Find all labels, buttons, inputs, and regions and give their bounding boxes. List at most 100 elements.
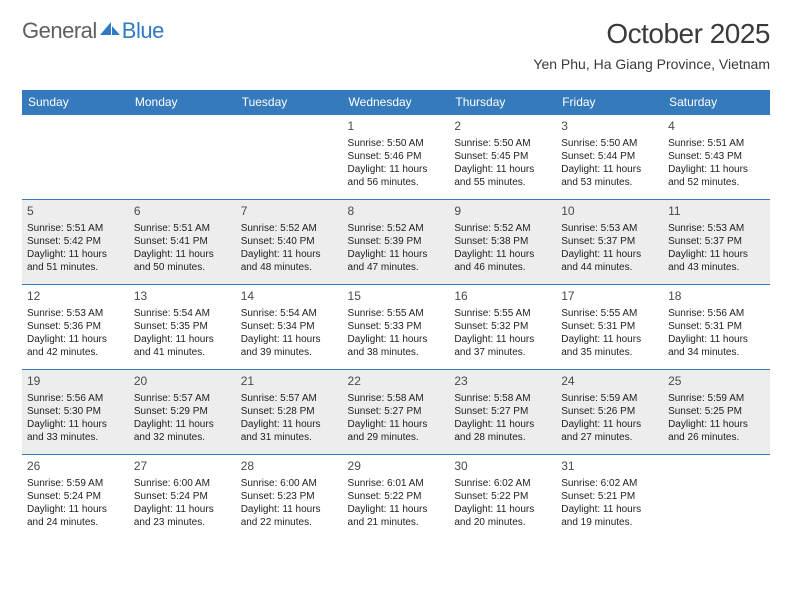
day-number: 24	[561, 374, 658, 390]
sunrise-text: Sunrise: 5:52 AM	[348, 222, 445, 235]
day-cell: 19Sunrise: 5:56 AMSunset: 5:30 PMDayligh…	[22, 370, 129, 455]
sunrise-text: Sunrise: 5:57 AM	[241, 392, 338, 405]
calendar-week: 1Sunrise: 5:50 AMSunset: 5:46 PMDaylight…	[22, 115, 770, 200]
sunrise-text: Sunrise: 5:58 AM	[454, 392, 551, 405]
month-title: October 2025	[533, 18, 770, 50]
sunrise-text: Sunrise: 5:51 AM	[668, 137, 765, 150]
calendar-week: 26Sunrise: 5:59 AMSunset: 5:24 PMDayligh…	[22, 455, 770, 541]
sunrise-text: Sunrise: 5:57 AM	[134, 392, 231, 405]
daylight-text: Daylight: 11 hours and 56 minutes.	[348, 163, 445, 189]
day-header: Sunday	[22, 90, 129, 115]
sunrise-text: Sunrise: 5:52 AM	[241, 222, 338, 235]
sunset-text: Sunset: 5:30 PM	[27, 405, 124, 418]
day-cell: 10Sunrise: 5:53 AMSunset: 5:37 PMDayligh…	[556, 200, 663, 285]
sunset-text: Sunset: 5:27 PM	[454, 405, 551, 418]
day-cell: 27 Sunrise: 6:00 AMSunset: 5:24 PMDayligh…	[129, 455, 236, 541]
sunset-text: Sunset: 5:24 PM	[134, 490, 231, 503]
sunrise-text: Sunrise: 5:52 AM	[454, 222, 551, 235]
sunset-text: Sunset: 5:32 PM	[454, 320, 551, 333]
day-number: 16	[454, 289, 551, 305]
daylight-text: Daylight: 11 hours and 31 minutes.	[241, 418, 338, 444]
sunset-text: Sunset: 5:44 PM	[561, 150, 658, 163]
day-cell: 24 Sunrise: 5:59 AMSunset: 5:26 PMDayligh…	[556, 370, 663, 455]
sunset-text: Sunset: 5:26 PM	[561, 405, 658, 418]
day-cell: 15Sunrise: 5:55 AMSunset: 5:33 PMDayligh…	[343, 285, 450, 370]
day-number: 31	[561, 459, 658, 475]
day-header: Tuesday	[236, 90, 343, 115]
logo-sail-icon	[99, 18, 121, 44]
calendar-week: 5Sunrise: 5:51 AMSunset: 5:42 PMDaylight…	[22, 200, 770, 285]
sunrise-text: Sunrise: 5:56 AM	[27, 392, 124, 405]
sunrise-text: Sunrise: 5:50 AM	[348, 137, 445, 150]
day-number: 17	[561, 289, 658, 305]
sunrise-text: Sunrise: 5:55 AM	[561, 307, 658, 320]
day-number: 11	[668, 204, 765, 220]
daylight-text: Daylight: 11 hours and 23 minutes.	[134, 503, 231, 529]
sunset-text: Sunset: 5:29 PM	[134, 405, 231, 418]
logo-text-gray: General	[22, 18, 97, 44]
daylight-text: Daylight: 11 hours and 27 minutes.	[561, 418, 658, 444]
sunrise-text: Sunrise: 6:00 AM	[241, 477, 338, 490]
sunset-text: Sunset: 5:22 PM	[348, 490, 445, 503]
calendar-week: 19Sunrise: 5:56 AMSunset: 5:30 PMDayligh…	[22, 370, 770, 455]
day-number: 4	[668, 119, 765, 135]
day-cell: 5Sunrise: 5:51 AMSunset: 5:42 PMDaylight…	[22, 200, 129, 285]
sunrise-text: Sunrise: 5:59 AM	[561, 392, 658, 405]
day-number: 26	[27, 459, 124, 475]
day-cell: 23Sunrise: 5:58 AMSunset: 5:27 PMDayligh…	[449, 370, 556, 455]
day-number: 20	[134, 374, 231, 390]
daylight-text: Daylight: 11 hours and 41 minutes.	[134, 333, 231, 359]
day-number: 10	[561, 204, 658, 220]
sunset-text: Sunset: 5:46 PM	[348, 150, 445, 163]
day-number: 8	[348, 204, 445, 220]
day-cell: 30Sunrise: 6:02 AMSunset: 5:22 PMDayligh…	[449, 455, 556, 541]
daylight-text: Daylight: 11 hours and 20 minutes.	[454, 503, 551, 529]
day-cell: 6Sunrise: 5:51 AMSunset: 5:41 PMDaylight…	[129, 200, 236, 285]
day-number: 27	[134, 459, 231, 475]
sunset-text: Sunset: 5:31 PM	[668, 320, 765, 333]
day-cell: 14Sunrise: 5:54 AMSunset: 5:34 PMDayligh…	[236, 285, 343, 370]
sunrise-text: Sunrise: 5:56 AM	[668, 307, 765, 320]
day-cell: 12Sunrise: 5:53 AMSunset: 5:36 PMDayligh…	[22, 285, 129, 370]
day-cell: 31Sunrise: 6:02 AMSunset: 5:21 PMDayligh…	[556, 455, 663, 541]
day-number: 14	[241, 289, 338, 305]
day-number: 21	[241, 374, 338, 390]
header: General Blue October 2025 Yen Phu, Ha Gi…	[22, 18, 770, 72]
sunset-text: Sunset: 5:37 PM	[561, 235, 658, 248]
sunrise-text: Sunrise: 5:55 AM	[454, 307, 551, 320]
daylight-text: Daylight: 11 hours and 21 minutes.	[348, 503, 445, 529]
sunset-text: Sunset: 5:25 PM	[668, 405, 765, 418]
daylight-text: Daylight: 11 hours and 32 minutes.	[134, 418, 231, 444]
sunrise-text: Sunrise: 5:59 AM	[27, 477, 124, 490]
day-number: 13	[134, 289, 231, 305]
empty-cell	[22, 115, 129, 200]
empty-cell	[129, 115, 236, 200]
calendar-body: 1Sunrise: 5:50 AMSunset: 5:46 PMDaylight…	[22, 115, 770, 541]
day-cell: 21 Sunrise: 5:57 AMSunset: 5:28 PMDayligh…	[236, 370, 343, 455]
sunrise-text: Sunrise: 5:53 AM	[27, 307, 124, 320]
daylight-text: Daylight: 11 hours and 35 minutes.	[561, 333, 658, 359]
sunrise-text: Sunrise: 5:53 AM	[561, 222, 658, 235]
day-number: 7	[241, 204, 338, 220]
day-cell: 22Sunrise: 5:58 AMSunset: 5:27 PMDayligh…	[343, 370, 450, 455]
daylight-text: Daylight: 11 hours and 28 minutes.	[454, 418, 551, 444]
sunrise-text: Sunrise: 6:00 AM	[134, 477, 231, 490]
sunset-text: Sunset: 5:36 PM	[27, 320, 124, 333]
day-number: 30	[454, 459, 551, 475]
calendar-head: SundayMondayTuesdayWednesdayThursdayFrid…	[22, 90, 770, 115]
daylight-text: Daylight: 11 hours and 50 minutes.	[134, 248, 231, 274]
sunset-text: Sunset: 5:27 PM	[348, 405, 445, 418]
sunrise-text: Sunrise: 5:50 AM	[454, 137, 551, 150]
sunset-text: Sunset: 5:33 PM	[348, 320, 445, 333]
daylight-text: Daylight: 11 hours and 48 minutes.	[241, 248, 338, 274]
sunset-text: Sunset: 5:42 PM	[27, 235, 124, 248]
daylight-text: Daylight: 11 hours and 38 minutes.	[348, 333, 445, 359]
sunrise-text: Sunrise: 5:55 AM	[348, 307, 445, 320]
calendar-page: General Blue October 2025 Yen Phu, Ha Gi…	[0, 0, 792, 551]
day-cell: 20 Sunrise: 5:57 AMSunset: 5:29 PMDayligh…	[129, 370, 236, 455]
sunset-text: Sunset: 5:28 PM	[241, 405, 338, 418]
sunrise-text: Sunrise: 5:58 AM	[348, 392, 445, 405]
day-header: Saturday	[663, 90, 770, 115]
day-number: 5	[27, 204, 124, 220]
daylight-text: Daylight: 11 hours and 37 minutes.	[454, 333, 551, 359]
